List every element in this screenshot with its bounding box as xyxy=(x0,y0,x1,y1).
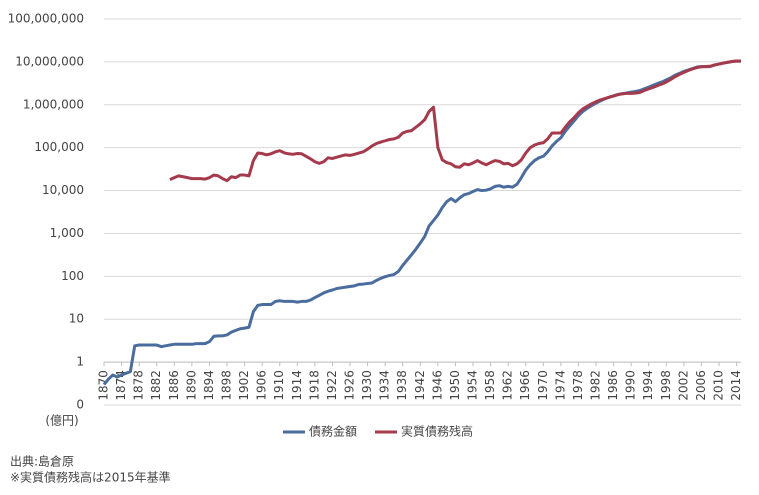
x-tick-label: 2014 xyxy=(729,370,743,401)
y-tick-label: 100,000,000 xyxy=(8,12,84,26)
x-tick-label: 1898 xyxy=(220,370,234,401)
x-tick-label: 1954 xyxy=(466,370,480,401)
y-tick-label: 100 xyxy=(61,269,84,283)
y-tick-label: 100,000 xyxy=(34,140,84,154)
y-tick-label: 1,000,000 xyxy=(23,97,84,111)
x-tick-label: 1878 xyxy=(132,370,146,401)
legend-label: 債務金額 xyxy=(309,424,357,439)
x-tick-label: 1986 xyxy=(606,370,620,401)
x-tick-label: 1974 xyxy=(553,370,567,401)
x-tick-label: 2006 xyxy=(694,370,708,401)
x-tick-label: 1930 xyxy=(360,370,374,401)
x-tick-label: 2010 xyxy=(712,370,726,401)
legend-label: 実質債務残高 xyxy=(401,424,473,439)
x-tick-label: 1922 xyxy=(325,370,339,401)
y-tick-label: 10,000,000 xyxy=(15,54,84,68)
x-tick-label: 1890 xyxy=(184,370,198,401)
x-tick-label: 1870 xyxy=(97,370,111,401)
y-tick-label: 10,000 xyxy=(42,183,84,197)
x-tick-label: 1990 xyxy=(624,370,638,401)
x-tick-label: 1938 xyxy=(395,370,409,401)
y-tick-label: 0 xyxy=(76,398,84,412)
x-tick-label: 1882 xyxy=(149,370,163,401)
x-tick-label: 1958 xyxy=(483,370,497,401)
series-line xyxy=(102,59,742,386)
x-tick-label: 1998 xyxy=(659,370,673,401)
x-tick-label: 1942 xyxy=(413,370,427,401)
y-tick-label: 1 xyxy=(76,355,84,369)
y-tick-label: 1,000 xyxy=(50,226,84,240)
x-tick-label: 1950 xyxy=(448,370,462,401)
x-tick-label: 1970 xyxy=(536,370,550,401)
base-note: ※実質債務残高は2015年基準 xyxy=(10,470,171,485)
x-tick-label: 1946 xyxy=(430,370,444,401)
x-tick-label: 1978 xyxy=(571,370,585,401)
x-tick-label: 1918 xyxy=(307,370,321,401)
source-note: 出典:島倉原 xyxy=(10,454,74,469)
x-tick-label: 1982 xyxy=(589,370,603,401)
x-tick-label: 1914 xyxy=(290,370,304,401)
y-unit-label: (億円) xyxy=(45,414,78,428)
x-tick-label: 1934 xyxy=(378,370,392,401)
x-tick-label: 1910 xyxy=(272,370,286,401)
x-tick-label: 1894 xyxy=(202,370,216,401)
x-tick-label: 1906 xyxy=(255,370,269,401)
x-tick-label: 1886 xyxy=(167,370,181,401)
x-tick-label: 1966 xyxy=(518,370,532,401)
x-tick-label: 1902 xyxy=(237,370,251,401)
x-tick-label: 2002 xyxy=(676,370,690,401)
x-tick-label: 1962 xyxy=(501,370,515,401)
series-line xyxy=(169,59,742,183)
x-tick-label: 1926 xyxy=(343,370,357,401)
x-tick-label: 1994 xyxy=(641,370,655,401)
y-tick-label: 10 xyxy=(69,312,84,326)
